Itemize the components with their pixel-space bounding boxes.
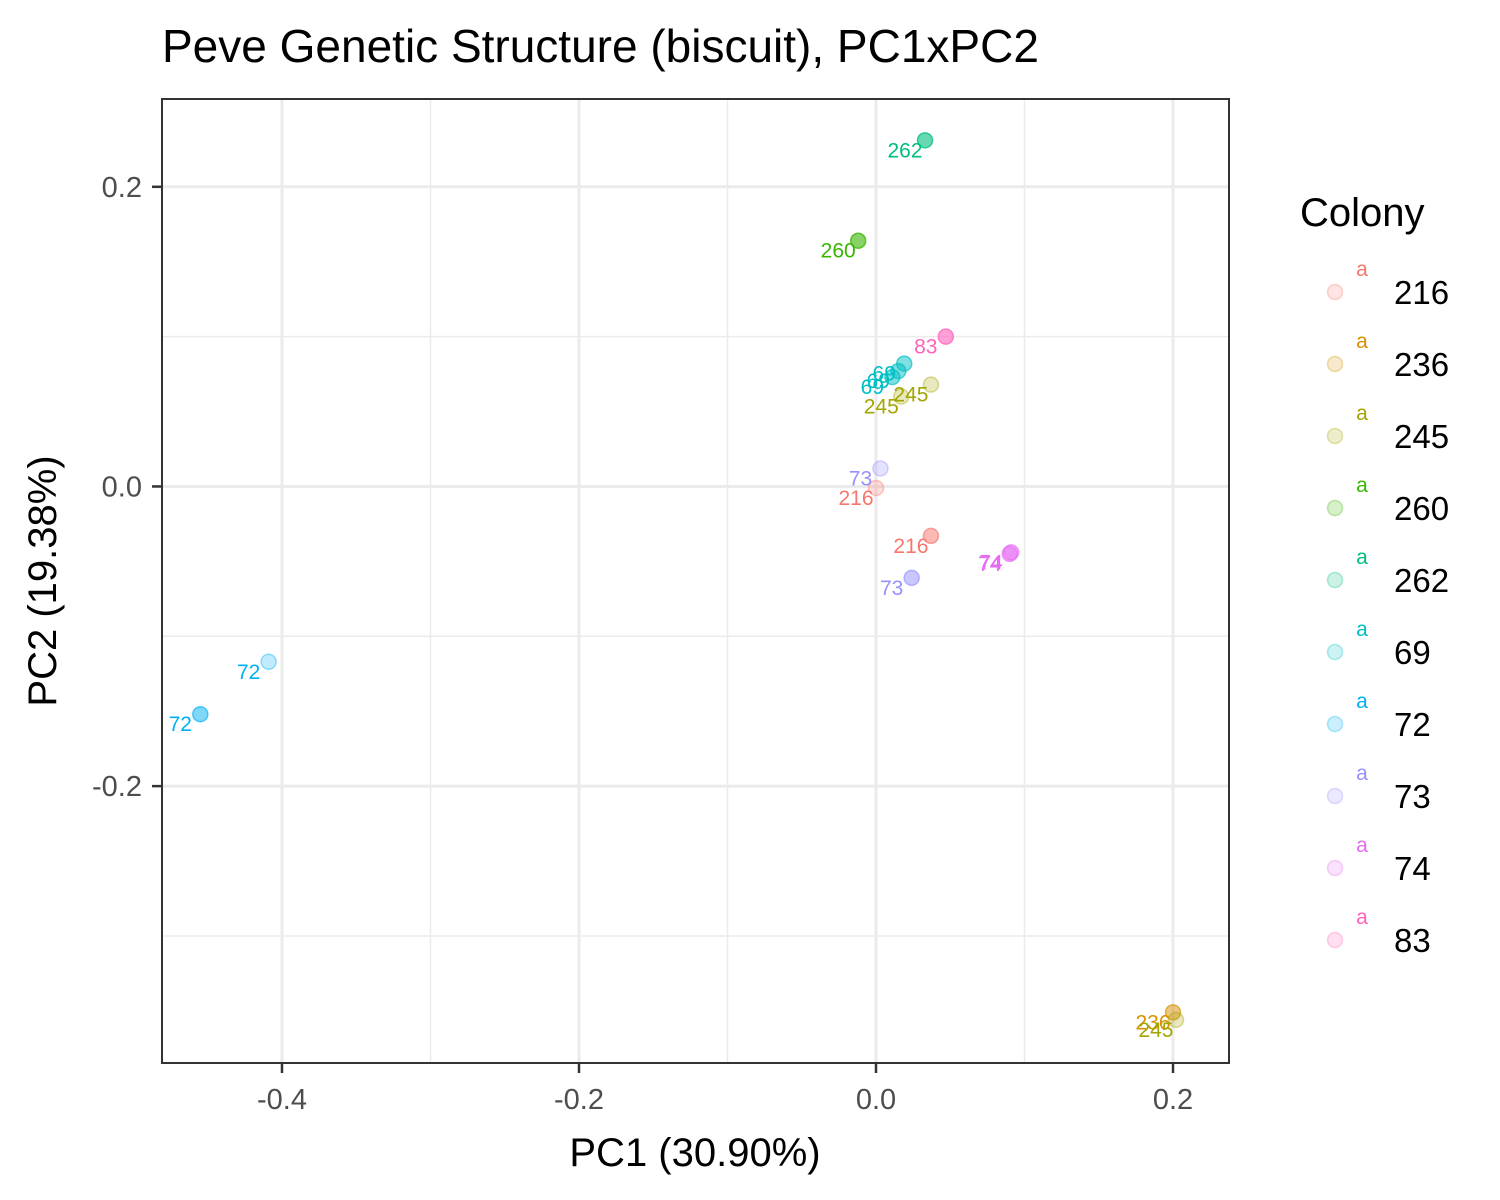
point-label-260: 260 <box>821 240 856 263</box>
legend-label: 69 <box>1394 634 1431 671</box>
legend-label: 83 <box>1394 922 1431 959</box>
y-tick-label: -0.2 <box>92 771 142 803</box>
legend-label: 73 <box>1394 778 1431 815</box>
legend-key-point <box>1326 427 1344 445</box>
data-point-72 <box>192 705 209 723</box>
x-tick-label: 0.2 <box>1153 1084 1193 1116</box>
legend-item-236: a 236 <box>1326 330 1449 383</box>
data-point-73 <box>872 460 889 477</box>
data-point-245 <box>893 388 910 405</box>
legend-key-letter: a <box>1356 906 1368 929</box>
legend: Colony a216a236a245a260a262a69a72a73a74a… <box>1300 191 1449 959</box>
legend-key-point <box>1326 787 1344 805</box>
legend-key-letter: a <box>1356 474 1368 497</box>
y-tick-label: 0.0 <box>102 471 142 503</box>
legend-key-letter: a <box>1356 546 1368 569</box>
plot-panel: 2162162362452452452602626969697272737374… <box>161 98 1230 1064</box>
legend-key-letter: a <box>1356 618 1368 641</box>
legend-item-245: a 245 <box>1326 402 1449 455</box>
legend-label: 74 <box>1394 850 1431 887</box>
legend-key-point <box>1326 643 1344 661</box>
legend-key-letter: a <box>1356 402 1368 425</box>
point-label-72: 72 <box>169 713 192 736</box>
y-tick-label: 0.2 <box>102 172 142 204</box>
data-point-262 <box>916 132 934 149</box>
legend-label: 260 <box>1394 490 1449 527</box>
point-label-83: 83 <box>914 336 937 359</box>
legend-key-letter: a <box>1356 258 1368 281</box>
data-point-83 <box>937 328 955 345</box>
legend-label: 262 <box>1394 562 1449 599</box>
x-tick-label: -0.4 <box>257 1084 307 1116</box>
minor-gridlines <box>162 99 1229 1063</box>
data-point-245 <box>1167 1011 1185 1029</box>
legend-item-83: a 83 <box>1326 906 1431 959</box>
legend-label: 236 <box>1394 346 1449 383</box>
point-label-74: 74 <box>978 553 1002 576</box>
y-axis-title: PC2 (19.38%) <box>21 455 65 706</box>
x-tick-label: 0.0 <box>856 1084 896 1116</box>
legend-title: Colony <box>1300 191 1425 235</box>
y-axis: -0.2 0.0 0.2 <box>92 172 162 803</box>
legend-label: 216 <box>1394 274 1449 311</box>
legend-key-point <box>1326 571 1344 589</box>
data-point-236 <box>1164 1004 1182 1021</box>
legend-item-74: a 74 <box>1326 834 1431 887</box>
data-point-260 <box>849 232 867 249</box>
panel-background <box>162 99 1229 1063</box>
point-label-236: 236 <box>1135 1011 1170 1034</box>
point-label-216: 216 <box>838 487 873 510</box>
legend-key-letter: a <box>1356 834 1368 857</box>
legend-item-73: a 73 <box>1326 762 1431 815</box>
legend-key-point <box>1326 355 1344 373</box>
legend-key-letter: a <box>1356 330 1368 353</box>
legend-item-69: a 69 <box>1326 618 1431 671</box>
point-label-245: 245 <box>893 384 928 407</box>
legend-label: 245 <box>1394 418 1449 455</box>
legend-item-216: a 216 <box>1326 258 1449 311</box>
point-label-69: 69 <box>867 370 890 393</box>
panel-border <box>161 98 1230 1064</box>
x-axis-title: PC1 (30.90%) <box>569 1131 820 1175</box>
legend-key-letter: a <box>1356 690 1368 713</box>
data-point-69 <box>884 368 901 386</box>
point-label-72: 72 <box>237 661 260 684</box>
x-axis: -0.4 -0.2 0.0 0.2 <box>257 1063 1193 1116</box>
data-point-74 <box>1001 545 1018 563</box>
data-point-216 <box>867 479 885 497</box>
legend-key-letter: a <box>1356 762 1368 785</box>
point-label-245: 245 <box>864 396 899 419</box>
data-point-216 <box>922 527 940 545</box>
legend-key-point <box>1326 499 1344 517</box>
legend-key-point <box>1326 715 1344 733</box>
legend-key-point <box>1326 283 1344 301</box>
legend-item-72: a 72 <box>1326 690 1431 743</box>
point-label-216: 216 <box>893 535 928 558</box>
data-point-245 <box>922 376 940 393</box>
point-label-262: 262 <box>887 139 922 162</box>
point-labels: 2162162362452452452602626969697272737374… <box>169 139 1174 1041</box>
x-tick-label: -0.2 <box>554 1084 604 1116</box>
legend-key-point <box>1326 859 1344 877</box>
legend-key-point <box>1326 931 1344 949</box>
legend-label: 72 <box>1394 706 1431 743</box>
point-label-69: 69 <box>873 363 896 386</box>
major-gridlines <box>162 99 1229 1063</box>
legend-item-260: a 260 <box>1326 474 1449 527</box>
legend-item-262: a 262 <box>1326 546 1449 599</box>
data-point-73 <box>903 569 920 587</box>
point-label-74: 74 <box>979 551 1003 574</box>
chart-title: Peve Genetic Structure (biscuit), PC1xPC… <box>162 20 1039 72</box>
point-label-69: 69 <box>861 376 884 399</box>
data-point-72 <box>260 653 277 671</box>
point-label-245: 245 <box>1138 1019 1173 1042</box>
point-label-73: 73 <box>849 467 872 490</box>
point-label-73: 73 <box>880 577 903 600</box>
data-points <box>192 132 1185 1029</box>
